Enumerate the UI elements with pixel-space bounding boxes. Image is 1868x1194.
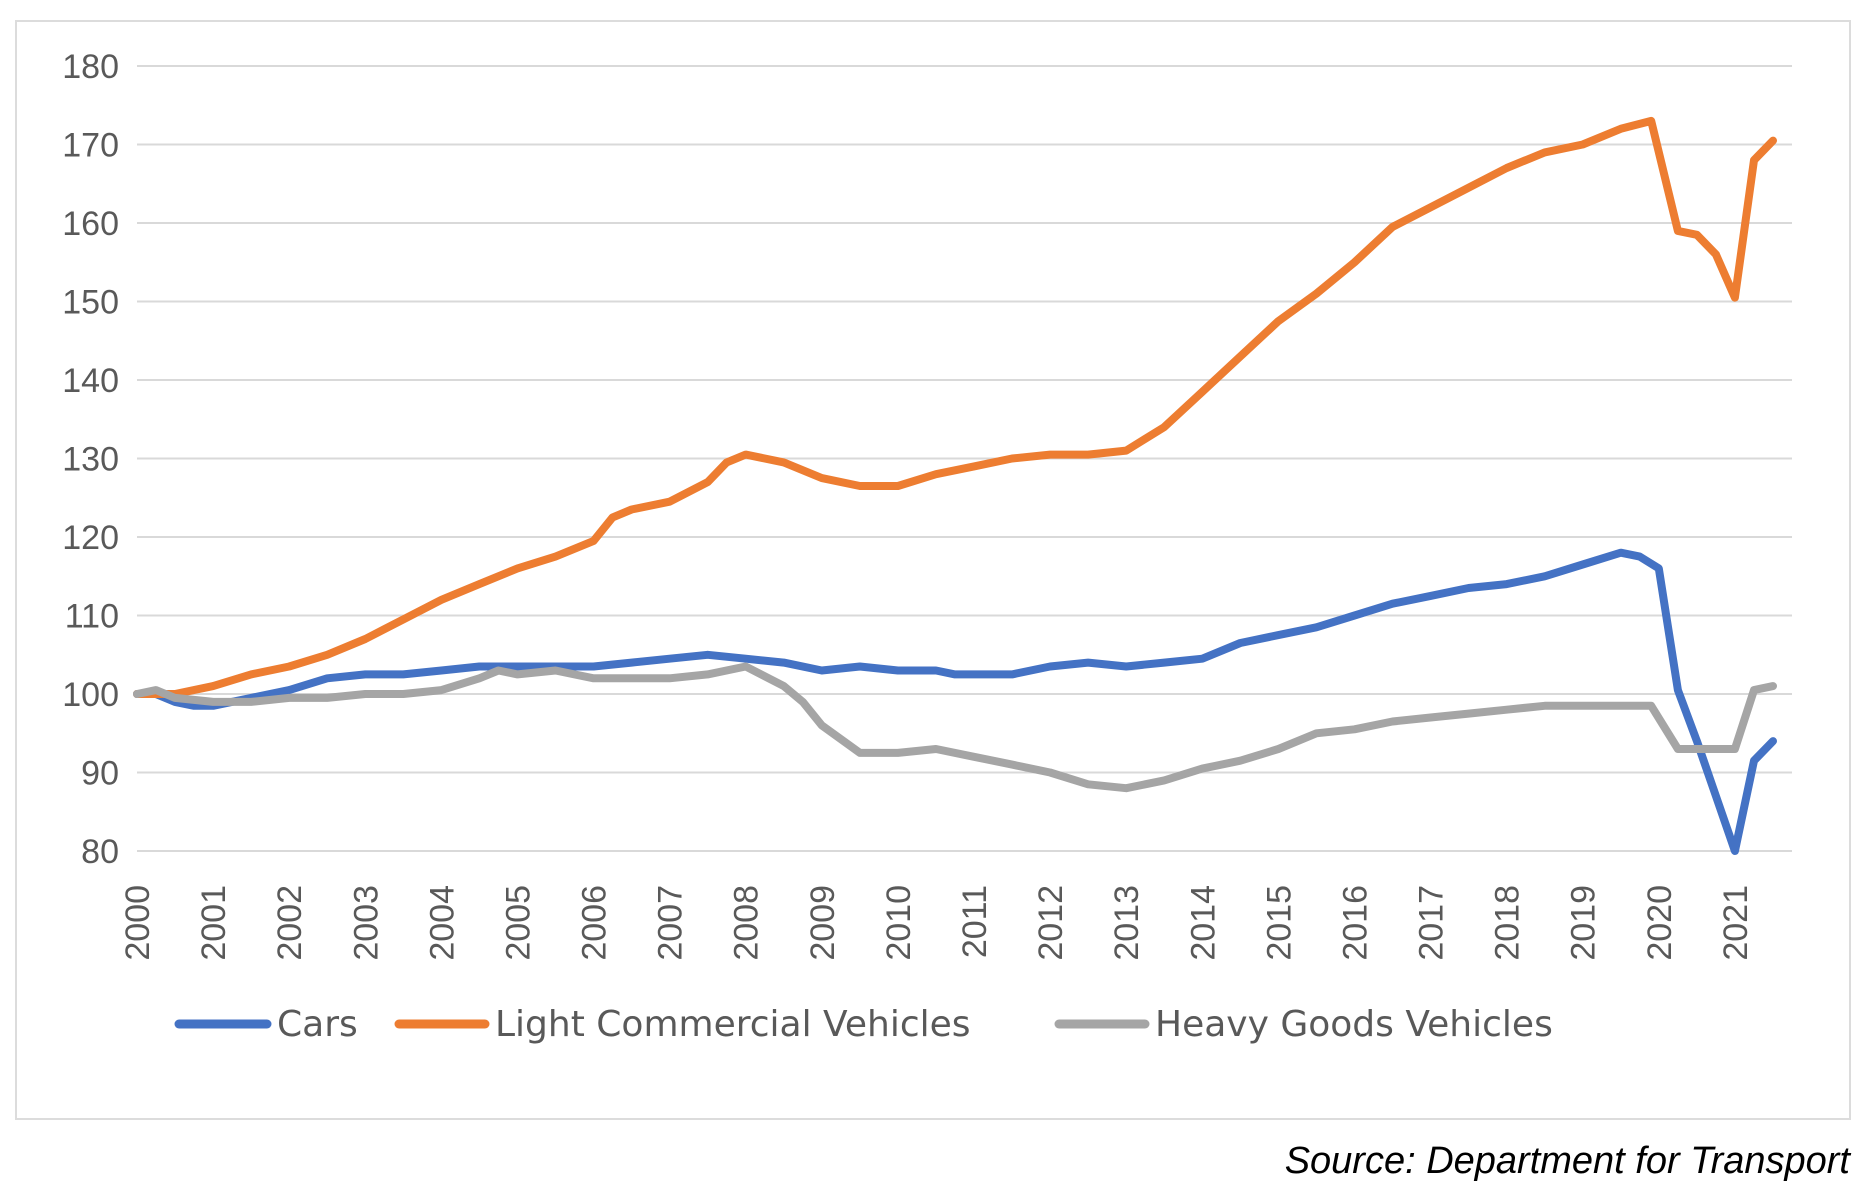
x-tick-label: 2013 [1108,885,1146,961]
series-line-heavy-goods-vehicles [133,662,1777,793]
x-axis-ticks: 2000 2001 2002 2003 2004 2005 2006 2007 2008 2009… [119,885,1755,961]
x-tick-label: 2009 [804,885,842,961]
series-line-cars [133,548,1777,855]
legend-label: Light Commercial Vehicles [495,1004,971,1045]
y-tick-label: 170 [62,127,119,165]
y-axis-ticks: 80 90 100 110 120 130 140 150 160 170 180 [62,48,119,871]
y-tick-label: 160 [62,205,119,243]
x-tick-label: 2014 [1184,885,1222,961]
gridlines [137,65,1792,852]
y-tick-label: 80 [81,833,119,871]
series-line-light-commercial-vehicles [133,116,1777,698]
series-lines [133,116,1777,855]
x-tick-label: 2015 [1260,885,1298,961]
x-tick-label: 2018 [1489,885,1527,961]
y-tick-label: 100 [62,676,119,714]
x-tick-label: 2021 [1717,885,1755,961]
y-tick-label: 140 [62,362,119,400]
x-tick-label: 2001 [195,885,233,961]
x-tick-label: 2002 [271,885,309,961]
x-tick-label: 2005 [499,885,537,961]
legend: Cars Light Commercial Vehicles Heavy Goods… [174,1004,1553,1045]
x-tick-label: 2012 [1032,885,1070,961]
x-tick-label: 2000 [119,885,157,961]
x-tick-label: 2007 [652,885,690,961]
y-tick-label: 150 [62,284,119,322]
x-tick-label: 2003 [347,885,385,961]
x-tick-label: 2004 [423,885,461,961]
y-tick-label: 110 [65,598,119,636]
x-tick-label: 2011 [956,885,994,958]
source-note: Source: Department for Transport [1284,1140,1850,1182]
legend-label: Cars [277,1004,358,1045]
x-tick-label: 2017 [1413,885,1451,961]
x-tick-label: 2010 [880,885,918,961]
x-tick-label: 2008 [728,885,766,961]
legend-label: Heavy Goods Vehicles [1155,1004,1553,1045]
chart-frame: 80 90 100 110 120 130 140 150 160 170 180 2000 2001… [15,20,1851,1120]
x-tick-label: 2019 [1565,885,1603,961]
x-tick-label: 2016 [1336,885,1374,961]
y-tick-label: 180 [62,48,119,86]
x-tick-label: 2006 [576,885,614,961]
line-chart: 80 90 100 110 120 130 140 150 160 170 180 2000 2001… [62,48,1792,1045]
y-tick-label: 120 [62,519,119,557]
x-tick-label: 2020 [1641,885,1679,961]
y-tick-label: 130 [62,441,119,479]
y-tick-label: 90 [81,755,119,793]
